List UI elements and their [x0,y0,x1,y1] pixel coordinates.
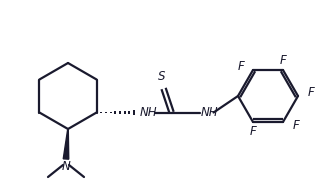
Text: F: F [293,119,300,132]
Text: F: F [308,85,315,98]
Text: F: F [250,126,256,138]
Text: S: S [158,70,165,84]
Text: N: N [62,160,71,173]
Text: F: F [279,54,286,66]
Polygon shape [63,129,69,159]
Text: F: F [237,60,244,73]
Text: NH: NH [139,106,157,119]
Text: NH: NH [201,106,218,119]
